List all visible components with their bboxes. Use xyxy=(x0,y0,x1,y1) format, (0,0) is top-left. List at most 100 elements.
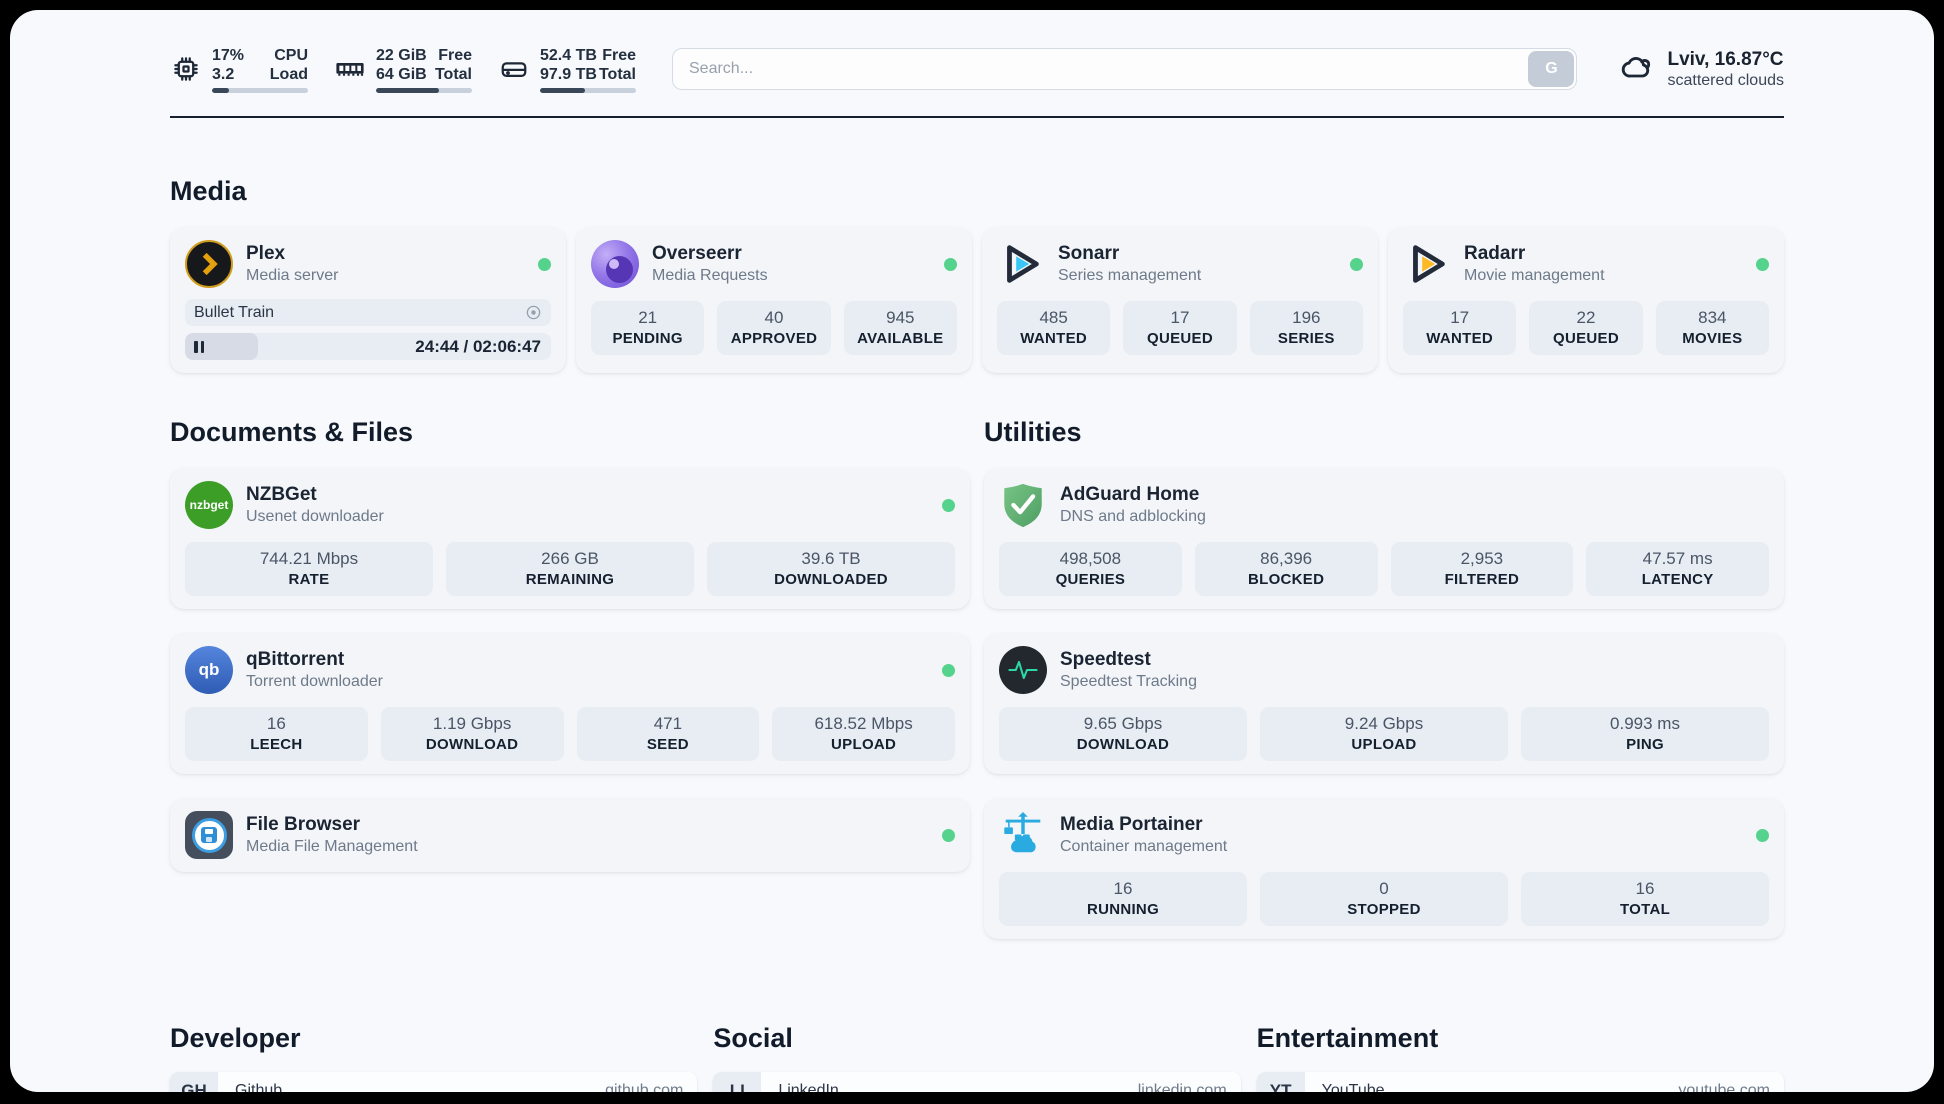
disk-free-value: 52.4 TB xyxy=(540,46,597,64)
stat-movies: 834 MOVIES xyxy=(1655,301,1769,355)
filebrowser-icon xyxy=(185,811,233,859)
service-card-sonarr[interactable]: Sonarr Series management 485 WANTED 17 QUE… xyxy=(982,227,1378,373)
stat-blocked: 86,396 BLOCKED xyxy=(1194,542,1378,596)
qbittorrent-name: qBittorrent xyxy=(246,649,345,670)
bookmark-youtube[interactable]: YT YouTube youtube.com xyxy=(1256,1072,1784,1092)
cpu-widget: 17% CPU 3.2 Load xyxy=(170,46,308,93)
service-card-adguard[interactable]: AdGuard Home DNS and adblocking 498,508 Q… xyxy=(984,468,1784,609)
search-input[interactable] xyxy=(672,48,1578,90)
memory-free-value: 22 GiB xyxy=(376,46,427,64)
service-card-radarr[interactable]: Radarr Movie management 17 WANTED 22 QUEUE… xyxy=(1388,227,1784,373)
plex-desc: Media server xyxy=(246,267,339,284)
plex-status-dot xyxy=(538,257,551,271)
radarr-name: Radarr xyxy=(1464,243,1526,264)
service-card-filebrowser[interactable]: File Browser Media File Management xyxy=(170,798,970,872)
cloud-icon xyxy=(1619,49,1655,90)
stat-queued: 22 QUEUED xyxy=(1529,301,1643,355)
section-title-developer: Developer xyxy=(170,1023,301,1053)
service-card-speedtest[interactable]: Speedtest Speedtest Tracking 9.65 Gbps DO… xyxy=(984,633,1784,774)
weather-widget: Lviv, 16.87°C scattered clouds xyxy=(1619,48,1784,91)
cpu-progressbar xyxy=(212,87,308,93)
service-card-plex[interactable]: Plex Media server Bullet Train xyxy=(170,227,566,373)
bookmark-github[interactable]: GH Github github.com xyxy=(170,1072,698,1092)
nzbget-desc: Usenet downloader xyxy=(246,508,384,525)
dashboard-page: 17% CPU 3.2 Load xyxy=(10,10,1934,1092)
portainer-desc: Container management xyxy=(1060,838,1228,855)
radarr-desc: Movie management xyxy=(1464,267,1605,284)
stat-stopped: 0 STOPPED xyxy=(1260,872,1508,926)
bookmark-linkedin[interactable]: LI LinkedIn linkedin.com xyxy=(713,1072,1241,1092)
stat-total: 16 TOTAL xyxy=(1521,872,1769,926)
stat-upload: 9.24 Gbps UPLOAD xyxy=(1260,707,1508,761)
service-card-overseerr[interactable]: Overseerr Media Requests 21 PENDING 40 APP… xyxy=(576,227,972,373)
stat-latency: 47.57 ms LATENCY xyxy=(1586,542,1769,596)
header-divider xyxy=(170,116,1784,118)
search-bar: G xyxy=(672,48,1578,90)
portainer-name: Media Portainer xyxy=(1060,814,1203,835)
stat-available: 945 AVAILABLE xyxy=(843,301,957,355)
stat-pending: 21 PENDING xyxy=(591,301,705,355)
stat-leech: 16 LEECH xyxy=(185,707,368,761)
youtube-abbr-icon: YT xyxy=(1256,1072,1305,1092)
stat-running: 16 RUNNING xyxy=(999,872,1247,926)
qbittorrent-desc: Torrent downloader xyxy=(246,673,383,690)
qbittorrent-status-dot xyxy=(942,663,955,677)
nzbget-icon: nzbget xyxy=(185,481,233,529)
adguard-name: AdGuard Home xyxy=(1060,484,1200,505)
nzbget-status-dot xyxy=(942,498,955,512)
stat-series: 196 SERIES xyxy=(1249,301,1363,355)
plex-progressbar: 24:44 / 02:06:47 xyxy=(185,333,551,360)
linkedin-abbr-icon: LI xyxy=(713,1072,762,1092)
cpu-label: CPU xyxy=(274,46,308,64)
header-bar: 17% CPU 3.2 Load xyxy=(170,36,1784,102)
now-playing-title: Bullet Train xyxy=(194,303,275,321)
weather-condition: scattered clouds xyxy=(1667,71,1784,89)
memory-progressbar xyxy=(376,87,472,93)
stat-download: 9.65 Gbps DOWNLOAD xyxy=(999,707,1247,761)
nzbget-name: NZBGet xyxy=(246,484,317,505)
plex-icon xyxy=(185,240,233,288)
memory-total-value: 64 GiB xyxy=(376,65,427,83)
memory-free-label: Free xyxy=(438,46,472,64)
pause-icon xyxy=(194,340,204,353)
memory-widget: 22 GiB Free 64 GiB Total xyxy=(334,46,472,93)
sonarr-desc: Series management xyxy=(1058,267,1202,284)
disk-total-value: 97.9 TB xyxy=(540,65,597,83)
plex-playback-time: 24:44 / 02:06:47 xyxy=(415,336,541,356)
filebrowser-desc: Media File Management xyxy=(246,838,418,855)
speedtest-name: Speedtest xyxy=(1060,649,1151,670)
cpu-load-label: Load xyxy=(269,65,308,83)
search-provider-button[interactable]: G xyxy=(1528,51,1575,87)
portainer-icon xyxy=(999,811,1047,859)
stat-queued: 17 QUEUED xyxy=(1123,301,1237,355)
filebrowser-name: File Browser xyxy=(246,814,361,835)
filebrowser-status-dot xyxy=(942,828,955,842)
cpu-icon xyxy=(170,53,202,85)
weather-location-temp: Lviv, 16.87°C xyxy=(1667,48,1784,70)
service-card-nzbget[interactable]: nzbget NZBGet Usenet downloader 744.21 M… xyxy=(170,468,970,609)
speedtest-icon xyxy=(999,646,1047,694)
overseerr-icon xyxy=(591,240,639,288)
plex-name: Plex xyxy=(246,243,286,264)
overseerr-desc: Media Requests xyxy=(652,267,768,284)
system-resources: 17% CPU 3.2 Load xyxy=(170,46,636,93)
plex-now-playing: Bullet Train xyxy=(185,299,551,326)
stat-queries: 498,508 QUERIES xyxy=(999,542,1182,596)
adguard-desc: DNS and adblocking xyxy=(1060,508,1206,525)
sonarr-status-dot xyxy=(1350,257,1363,271)
stat-seed: 471 SEED xyxy=(576,707,760,761)
section-title-social: Social xyxy=(713,1023,793,1053)
media-card-grid: Plex Media server Bullet Train xyxy=(170,227,1784,373)
stat-rate: 744.21 Mbps RATE xyxy=(185,542,433,596)
disk-total-label: Total xyxy=(598,65,636,83)
service-card-qbittorrent[interactable]: qb qBittorrent Torrent downloader 16 LEEC… xyxy=(170,633,970,774)
overseerr-name: Overseerr xyxy=(652,243,742,264)
service-card-portainer[interactable]: Media Portainer Container management 16 R… xyxy=(984,798,1784,939)
stat-filtered: 2,953 FILTERED xyxy=(1390,542,1574,596)
stat-remaining: 266 GB REMAINING xyxy=(446,542,694,596)
now-playing-icon[interactable] xyxy=(525,304,542,321)
section-title-utilities: Utilities xyxy=(984,417,1082,447)
section-title-media: Media xyxy=(170,176,247,206)
stat-wanted: 485 WANTED xyxy=(997,301,1111,355)
stat-wanted: 17 WANTED xyxy=(1403,301,1517,355)
